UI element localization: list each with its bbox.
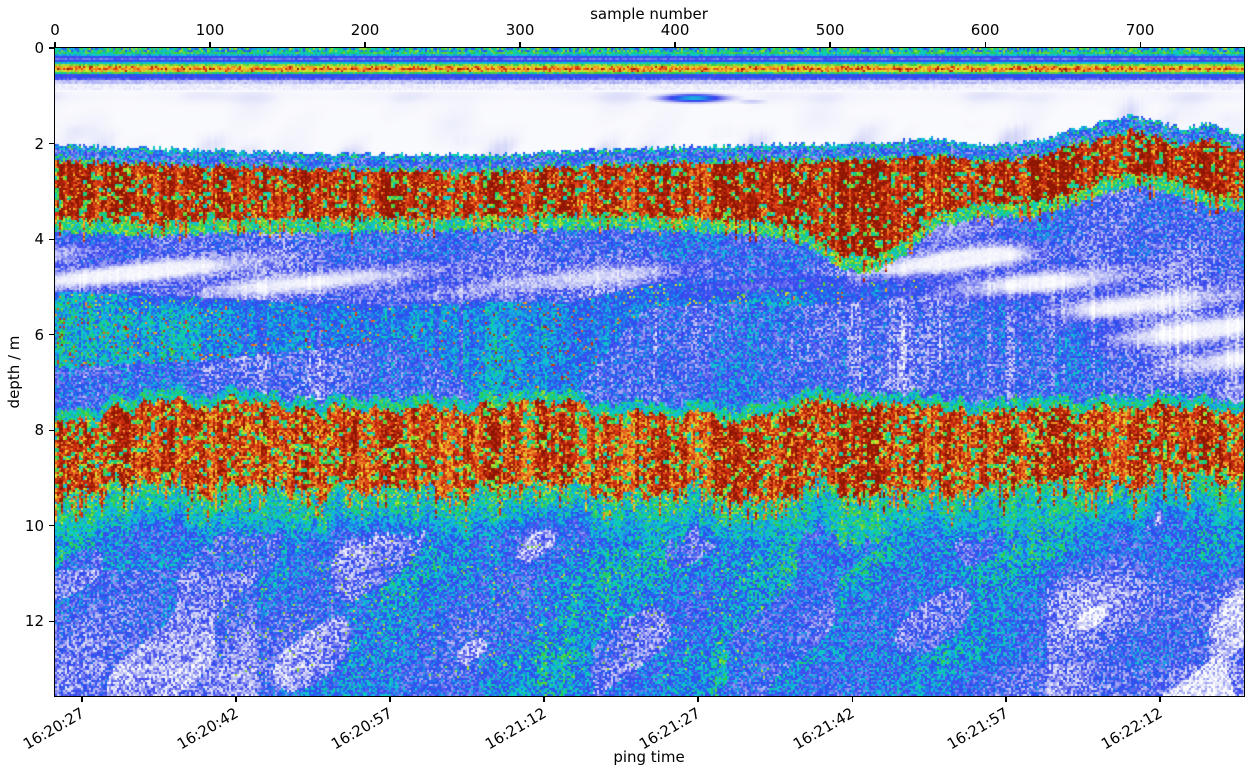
bottom-tick-label-text: 16:20:27 — [19, 704, 87, 754]
left-tick-label: 2 — [34, 134, 44, 153]
bottom-tick-label: 16:20:27 — [0, 703, 87, 753]
top-tick-label: 300 — [505, 21, 535, 39]
left-tick-mark — [49, 142, 54, 145]
left-tick-mark — [49, 620, 54, 623]
top-tick-mark — [829, 42, 831, 47]
plot-area — [54, 47, 1245, 697]
y-axis-title: depth / m — [5, 335, 23, 409]
top-tick-label: 700 — [1125, 21, 1155, 39]
bottom-tick-mark — [1005, 697, 1007, 702]
bottom-tick-label-text: 16:20:42 — [173, 704, 242, 754]
left-tick-label: 8 — [34, 421, 44, 440]
bottom-tick-mark — [543, 697, 545, 702]
left-tick-mark — [49, 238, 54, 240]
bottom-tick-label-text: 16:21:27 — [635, 704, 703, 754]
bottom-tick-label-text: 16:22:12 — [1097, 704, 1166, 754]
left-tick-label: 6 — [34, 325, 44, 344]
top-tick-label: 600 — [970, 21, 1000, 39]
left-tick-mark — [49, 525, 54, 527]
top-tick-mark — [984, 42, 986, 47]
top-tick-mark — [364, 42, 366, 47]
top-tick-mark — [519, 42, 521, 47]
left-tick-label: 4 — [34, 230, 44, 249]
top-tick-mark — [674, 42, 676, 47]
echogram-heatmap-canvas — [55, 48, 1244, 696]
left-tick-label: 10 — [24, 516, 44, 535]
bottom-tick-label: 16:21:12 — [402, 703, 549, 753]
top-tick-label: 400 — [660, 21, 690, 39]
bottom-tick-label: 16:21:42 — [710, 703, 857, 753]
top-tick-label: 0 — [50, 21, 60, 39]
top-tick-label: 500 — [815, 21, 845, 39]
bottom-tick-label-text: 16:21:57 — [943, 704, 1012, 754]
top-tick-mark — [209, 42, 211, 47]
bottom-tick-label: 16:20:42 — [94, 703, 241, 753]
bottom-tick-mark — [235, 697, 237, 702]
bottom-tick-label-text: 16:21:42 — [789, 704, 858, 754]
bottom-axis-title: ping time — [613, 748, 685, 766]
bottom-tick-label: 16:21:57 — [864, 703, 1011, 753]
top-axis-title: sample number — [590, 5, 708, 23]
bottom-tick-label-text: 16:21:12 — [481, 704, 550, 754]
left-tick-label: 12 — [24, 612, 44, 631]
top-tick-label: 200 — [350, 21, 380, 39]
bottom-tick-label: 16:20:57 — [248, 703, 395, 753]
bottom-tick-mark — [81, 697, 83, 702]
bottom-tick-label: 16:21:27 — [556, 703, 703, 753]
left-tick-mark — [49, 334, 54, 336]
left-tick-mark — [49, 47, 54, 49]
left-tick-label: 0 — [34, 39, 44, 57]
bottom-tick-mark — [1159, 697, 1161, 702]
bottom-tick-label: 16:22:12 — [1018, 703, 1165, 753]
left-tick-mark — [49, 429, 54, 431]
top-tick-mark — [1139, 42, 1141, 47]
bottom-tick-mark — [389, 697, 391, 702]
bottom-tick-mark — [697, 697, 699, 702]
top-tick-mark — [54, 42, 56, 47]
bottom-tick-mark — [851, 697, 853, 702]
bottom-tick-label-text: 16:20:57 — [327, 704, 396, 754]
top-tick-label: 100 — [195, 21, 225, 39]
